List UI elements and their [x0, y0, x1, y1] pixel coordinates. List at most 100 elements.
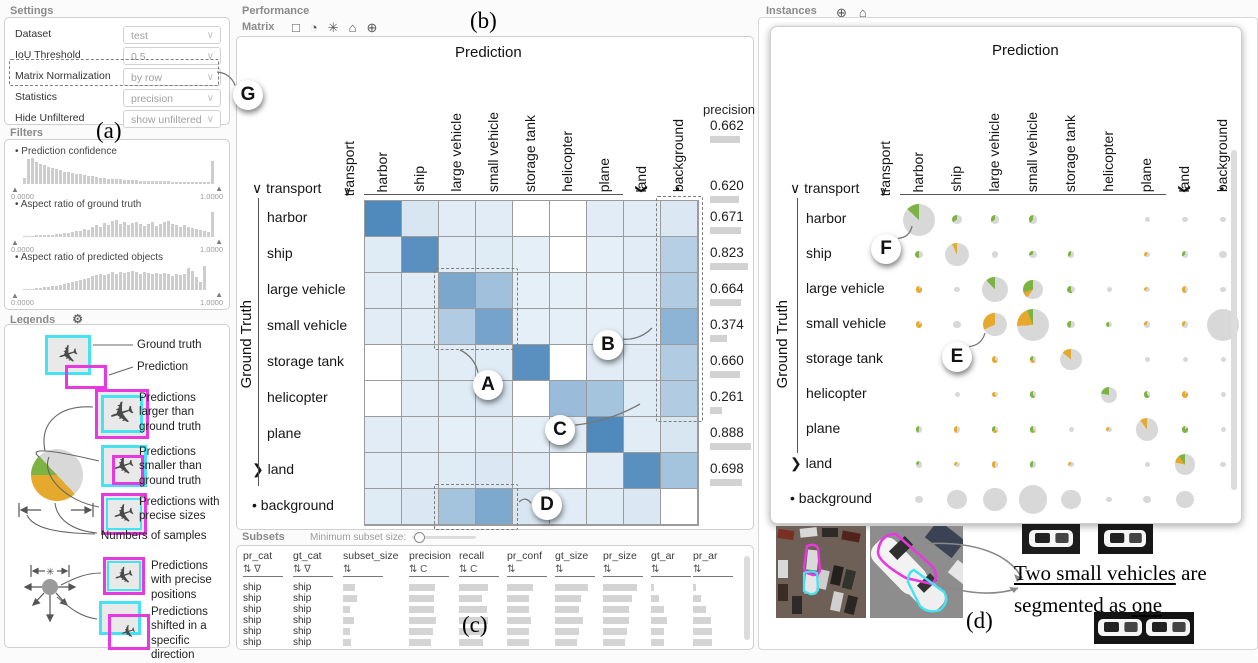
matrix-cell[interactable] — [550, 309, 587, 345]
matrix-cell[interactable] — [624, 309, 661, 345]
matrix-cell[interactable] — [661, 381, 698, 417]
slider-handle-min[interactable]: ▲ — [11, 185, 19, 194]
pie-cell[interactable] — [1143, 495, 1151, 504]
matrix-cell[interactable] — [402, 201, 439, 237]
row-group-transport[interactable]: ∨ transport — [252, 180, 322, 196]
pie-cell[interactable] — [915, 461, 923, 468]
min-subset-size-slider[interactable] — [412, 532, 476, 543]
sort-icon[interactable]: ⇅ C — [409, 564, 449, 577]
annotation-arrows[interactable] — [918, 538, 1038, 598]
matrix-cell[interactable] — [365, 381, 402, 417]
table-header-pr_size[interactable]: pr_size — [603, 550, 637, 562]
pie-cell[interactable] — [1106, 496, 1112, 503]
matrix-cell[interactable] — [587, 273, 624, 309]
pie-cell[interactable] — [1028, 215, 1038, 224]
pie-cell[interactable] — [992, 391, 998, 398]
pie-cell[interactable] — [991, 461, 999, 468]
matrix-cell[interactable] — [550, 237, 587, 273]
matrix-cell[interactable] — [624, 237, 661, 273]
column-label-large-vehicle[interactable]: large vehicle — [986, 113, 1002, 192]
subsets-scrollbar[interactable] — [744, 556, 750, 640]
matrix-cell[interactable] — [476, 417, 513, 453]
pie-cell[interactable] — [1181, 391, 1189, 398]
pie-cell[interactable] — [1067, 251, 1075, 258]
pie-cell[interactable] — [1220, 427, 1226, 432]
settings-select-statistics[interactable]: precision ∨ — [123, 89, 221, 107]
pie-cell[interactable] — [1220, 216, 1226, 223]
matrix-cell[interactable] — [365, 489, 402, 525]
matrix-cell[interactable] — [513, 453, 550, 489]
matrix-cell[interactable] — [550, 345, 587, 381]
row-label-large-vehicle[interactable]: large vehicle — [267, 281, 346, 297]
pie-cell[interactable] — [1220, 357, 1226, 362]
pie-cell[interactable] — [1029, 426, 1037, 433]
row-group-transport[interactable]: ∨ transport — [790, 180, 860, 196]
sort-icon[interactable]: ⇅ C — [459, 564, 499, 577]
matrix-cell[interactable] — [439, 345, 476, 381]
matrix-cell[interactable] — [365, 417, 402, 453]
row-label-background[interactable]: • background — [790, 490, 872, 506]
pie-cell[interactable] — [1023, 279, 1043, 300]
pie-cell[interactable] — [1029, 391, 1037, 398]
matrix-cell[interactable] — [513, 273, 550, 309]
pie-cell[interactable] — [1017, 308, 1049, 341]
matrix-cell[interactable] — [624, 453, 661, 489]
history-icon[interactable]: ◔ — [309, 20, 318, 35]
pie-cell[interactable] — [1106, 287, 1112, 292]
pie-cell[interactable] — [982, 276, 1008, 303]
matrix-cell[interactable] — [365, 453, 402, 489]
settings-select-matrix-normalization[interactable]: by row ∨ — [123, 68, 221, 86]
column-label-helicopter[interactable]: helicopter — [1100, 131, 1116, 192]
matrix-cell[interactable] — [439, 453, 476, 489]
pie-cell[interactable] — [947, 489, 967, 510]
row-label-small-vehicle[interactable]: small vehicle — [267, 317, 348, 333]
matrix-cell[interactable] — [365, 237, 402, 273]
pie-cell[interactable] — [1220, 286, 1226, 293]
pie-cell[interactable] — [1068, 427, 1074, 432]
row-label-ship[interactable]: ship — [267, 245, 293, 261]
matrix-cell[interactable] — [624, 345, 661, 381]
pie-cell[interactable] — [954, 392, 960, 397]
table-header-subset_size[interactable]: subset_size — [343, 550, 399, 562]
matrix-cell[interactable] — [439, 417, 476, 453]
sort-icon[interactable]: ⇅ — [343, 564, 383, 577]
matrix-cell[interactable] — [587, 381, 624, 417]
zoom-in-icon[interactable]: ⊕ — [836, 5, 847, 20]
sort-icon[interactable]: ⇅ — [507, 564, 547, 577]
home-icon[interactable]: ⌂ — [858, 5, 867, 20]
column-label-ship[interactable]: ship — [410, 166, 427, 192]
pie-cell[interactable] — [1018, 485, 1048, 514]
settings-select-iou-threshold[interactable]: 0.5 ∨ — [123, 47, 221, 65]
table-row[interactable]: ship ship — [237, 626, 753, 637]
matrix-cell[interactable] — [476, 489, 513, 525]
matrix-cell[interactable] — [624, 201, 661, 237]
pie-cell[interactable] — [983, 487, 1007, 511]
table-header-recall[interactable]: recall — [459, 550, 485, 562]
matrix-cell[interactable] — [402, 273, 439, 309]
pie-cell[interactable] — [903, 203, 935, 236]
row-label-plane[interactable]: plane — [267, 425, 302, 441]
settings-select-dataset[interactable]: test ∨ — [123, 26, 221, 44]
sort-icon[interactable]: ⇅ ∇ — [243, 564, 283, 577]
pie-cell[interactable] — [1182, 216, 1188, 223]
pie-cell[interactable] — [1060, 348, 1082, 371]
matrix-cell[interactable] — [661, 201, 698, 237]
column-label-storage-tank[interactable]: storage tank — [1062, 114, 1078, 192]
column-label-plane[interactable]: plane — [1138, 157, 1154, 192]
matrix-cell[interactable] — [587, 453, 624, 489]
brightness-icon[interactable]: ✳ — [327, 20, 339, 35]
pie-cell[interactable] — [1181, 321, 1189, 328]
pie-cell[interactable] — [1220, 392, 1226, 397]
pie-cell[interactable] — [915, 495, 923, 504]
pie-cell[interactable] — [915, 286, 923, 293]
slider-handle-min[interactable]: ▲ — [11, 291, 19, 300]
pie-cell[interactable] — [1181, 251, 1189, 258]
pie-cell[interactable] — [1144, 462, 1150, 467]
row-label-plane[interactable]: plane — [806, 420, 841, 436]
table-header-gt_size[interactable]: gt_size — [555, 550, 589, 562]
matrix-cell[interactable] — [402, 489, 439, 525]
pie-cell[interactable] — [1029, 250, 1037, 259]
pie-cell[interactable] — [1101, 386, 1117, 403]
column-label-small-vehicle[interactable]: small vehicle — [1024, 111, 1040, 192]
sort-icon[interactable]: ⇅ — [693, 564, 733, 577]
